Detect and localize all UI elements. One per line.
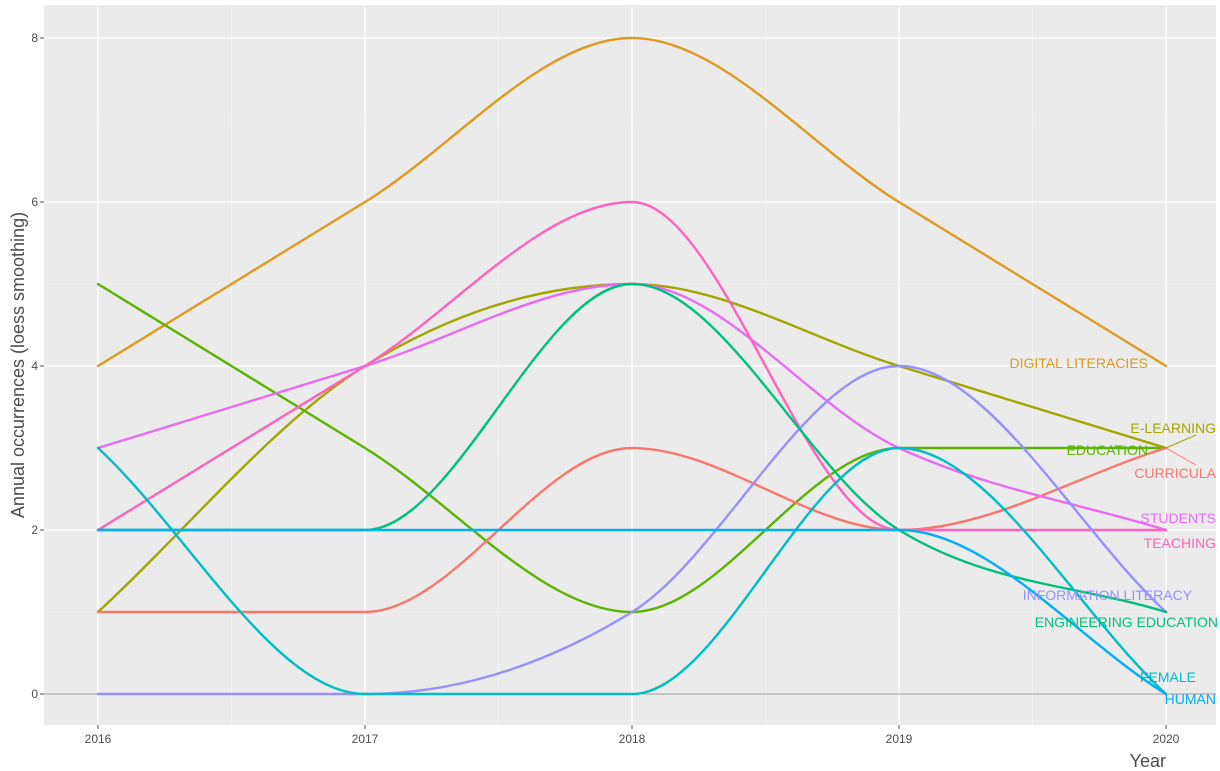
series-line-teaching	[96, 200, 1168, 532]
y-tick-label: 2	[31, 523, 38, 537]
label-leader-e-learning	[1165, 434, 1197, 449]
series-label-curricula: CURRICULA	[1134, 465, 1216, 481]
x-tick-label: 2017	[352, 732, 379, 746]
series-label-education: EDUCATION	[1067, 442, 1148, 458]
y-axis-title: Annual occurrences (loess smoothing)	[8, 212, 28, 518]
series-label-digital-literacies: DIGITAL LITERACIES	[1010, 355, 1148, 371]
y-tick-label: 6	[31, 195, 38, 209]
series-label-female: FEMALE	[1140, 669, 1196, 685]
y-tick-label: 0	[31, 687, 38, 701]
series-lines	[96, 36, 1168, 696]
series-line-female	[96, 446, 1168, 696]
y-axis-ticks: 0 2 4 6 8	[31, 31, 44, 701]
series-label-students: STUDENTS	[1141, 510, 1216, 526]
series-line-human	[96, 528, 1168, 696]
series-label-information-literacy: INFORMATION LITERACY	[1023, 587, 1193, 603]
y-tick-label: 4	[31, 359, 38, 373]
series-label-engineering-education: ENGINEERING EDUCATION	[1035, 614, 1218, 630]
series-label-teaching: TEACHING	[1144, 535, 1216, 551]
series-line-information-literacy	[96, 364, 1168, 696]
series-line-digital-literacies	[96, 36, 1168, 368]
x-tick-label: 2020	[1153, 732, 1180, 746]
series-line-curricula	[96, 446, 1168, 614]
x-axis-ticks: 2016 2017 2018 2019 2020	[85, 725, 1180, 746]
x-tick-label: 2019	[886, 732, 913, 746]
x-axis-title: Year	[1130, 751, 1166, 771]
series-label-human: HUMAN	[1165, 691, 1216, 707]
label-leader-curricula	[1165, 447, 1197, 466]
y-tick-label: 8	[31, 31, 38, 45]
series-label-e-learning: E-LEARNING	[1130, 420, 1216, 436]
plot-panel	[44, 5, 1216, 725]
x-tick-label: 2016	[85, 732, 112, 746]
series-labels: DIGITAL LITERACIES E-LEARNING EDUCATION CUR…	[1010, 355, 1218, 707]
x-tick-label: 2018	[619, 732, 646, 746]
